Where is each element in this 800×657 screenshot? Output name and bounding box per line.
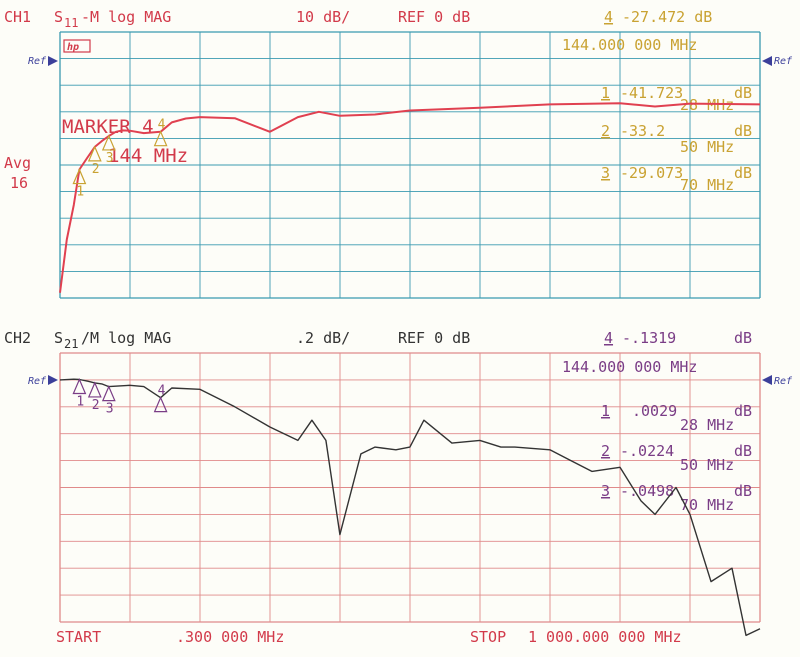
marker-triangle-icon <box>153 130 168 147</box>
ch1-marker-note-line2: 144 MHz <box>108 145 188 167</box>
start-value: .300 000 MHz <box>176 628 284 646</box>
ch2-marker1-value: .0029 <box>632 402 677 420</box>
stop-value: 1 000.000 000 MHz <box>528 628 682 646</box>
ch2-ref-mark-right-text: Ref <box>774 376 793 387</box>
ch2-scale: .2 dB/ <box>296 329 350 347</box>
ch1-marker3-freq: 70 MHz <box>680 176 734 194</box>
ch2-marker2-unit: dB <box>734 442 752 460</box>
marker-number-label: 1 <box>76 395 84 410</box>
ch1-param-sub: 11 <box>64 16 78 30</box>
ch1-scale: 10 dB/ <box>296 8 350 26</box>
ch1-marker1-num: 1 <box>601 84 610 102</box>
ch1-active-marker-freq: 144.000 000 MHz <box>562 36 697 54</box>
ch2-marker-triangles: 1 2 3 4 <box>72 377 168 417</box>
ch1-marker3-unit: dB <box>734 164 752 182</box>
hp-logo-icon <box>63 39 91 53</box>
ch1-marker1-value: -41.723 <box>620 84 683 102</box>
marker-number-label: 3 <box>106 151 114 166</box>
ch1-ref-mark-right-text: Ref <box>774 56 793 67</box>
ch2-active-marker-freq: 144.000 000 MHz <box>562 358 697 376</box>
ch2-trace <box>59 378 761 637</box>
hp-logo-text: hp <box>67 42 79 53</box>
ch1-marker-readouts: 1 -41.723 dB 28 MHz 2 -33.2 dB 50 MHz 3 … <box>601 84 752 194</box>
marker-triangle-icon <box>87 145 102 162</box>
marker-triangle-icon <box>87 381 102 398</box>
ch1-marker2-num: 2 <box>601 122 610 140</box>
ch1-active-marker-num: 4 <box>604 8 613 26</box>
ch2-ref-mark-right: Ref <box>762 375 793 387</box>
ch1-ref-mark-left-text: Ref <box>28 56 47 67</box>
marker-triangle-icon <box>101 385 116 402</box>
ch2-marker2-num: 2 <box>601 442 610 460</box>
marker-number-label: 1 <box>76 185 84 200</box>
ch2-marker3-num: 3 <box>601 482 610 500</box>
ch1-marker1-freq: 28 MHz <box>680 96 734 114</box>
marker-number-label: 2 <box>92 398 100 413</box>
stop-label: STOP <box>470 628 506 646</box>
ch2-marker-readouts: 1 .0029 dB 28 MHz 2 -.0224 dB 50 MHz 3 -… <box>601 402 752 514</box>
ch1-marker-triangles: 123 4 <box>72 118 168 200</box>
ch2-marker2-freq: 50 MHz <box>680 456 734 474</box>
marker-number-label: 4 <box>158 118 166 133</box>
ch2-reference: REF 0 dB <box>398 329 470 347</box>
ch1-avg-label: Avg <box>4 154 31 172</box>
ch1-reference: REF 0 dB <box>398 8 470 26</box>
ch1-trace <box>59 102 761 293</box>
ref-arrow-icon <box>48 375 58 385</box>
ch2-marker3-freq: 70 MHz <box>680 496 734 514</box>
ch1-marker3-value: -29.073 <box>620 164 683 182</box>
ch1-marker2-freq: 50 MHz <box>680 138 734 156</box>
ch2-marker2-value: -.0224 <box>620 442 674 460</box>
ch2-ref-mark-left-text: Ref <box>28 376 47 387</box>
ch1-marker2-value: -33.2 <box>620 122 665 140</box>
marker-number-label: 4 <box>158 384 166 399</box>
marker-number-label: 2 <box>92 162 100 177</box>
ch2-param-format: /M log MAG <box>81 329 171 347</box>
ch2-active-marker-num: 4 <box>604 329 613 347</box>
ch2-marker3-unit: dB <box>734 482 752 500</box>
marker-triangle-icon <box>72 377 87 395</box>
ch1-avg-value: 16 <box>10 174 28 192</box>
ch1-ref-mark-right: Ref <box>762 56 793 67</box>
ch1-param-format: -M log MAG <box>81 8 171 26</box>
ch1-param-main: S <box>54 8 63 26</box>
ch1-marker-note-line1: MARKER 4 <box>62 116 154 138</box>
ch2-active-marker-unit: dB <box>734 329 752 347</box>
marker-triangle-icon <box>153 396 168 413</box>
ch2-channel-label: CH2 <box>4 329 31 347</box>
ref-arrow-icon <box>762 375 772 385</box>
ch2-grid <box>59 352 761 623</box>
ch1-marker3-num: 3 <box>601 164 610 182</box>
ch2-param-main: S <box>54 329 63 347</box>
ch2-marker1-num: 1 <box>601 402 610 420</box>
ch1-active-marker-value: -27.472 dB <box>622 8 712 26</box>
ch2-marker3-value: -.0498 <box>620 482 674 500</box>
ch1-ref-mark-left: Ref <box>28 56 58 67</box>
marker-triangle-icon <box>72 168 87 185</box>
marker-number-label: 3 <box>106 402 114 417</box>
ch2-marker1-freq: 28 MHz <box>680 416 734 434</box>
ch1-marker2-unit: dB <box>734 122 752 140</box>
ch2-ref-mark-left: Ref <box>28 375 58 387</box>
ch2-param-sub: 21 <box>64 337 78 351</box>
marker-triangle-icon <box>101 134 116 151</box>
ch1-grid <box>59 31 761 299</box>
trace-line <box>59 102 761 293</box>
ch1-marker1-unit: dB <box>734 84 752 102</box>
ch1-channel-label: CH1 <box>4 8 31 26</box>
ch2-active-marker-value: -.1319 <box>622 329 676 347</box>
ch2-marker1-unit: dB <box>734 402 752 420</box>
start-label: START <box>56 628 101 646</box>
ref-arrow-icon <box>762 56 772 66</box>
ref-arrow-icon <box>48 56 58 66</box>
trace-line <box>59 378 761 637</box>
